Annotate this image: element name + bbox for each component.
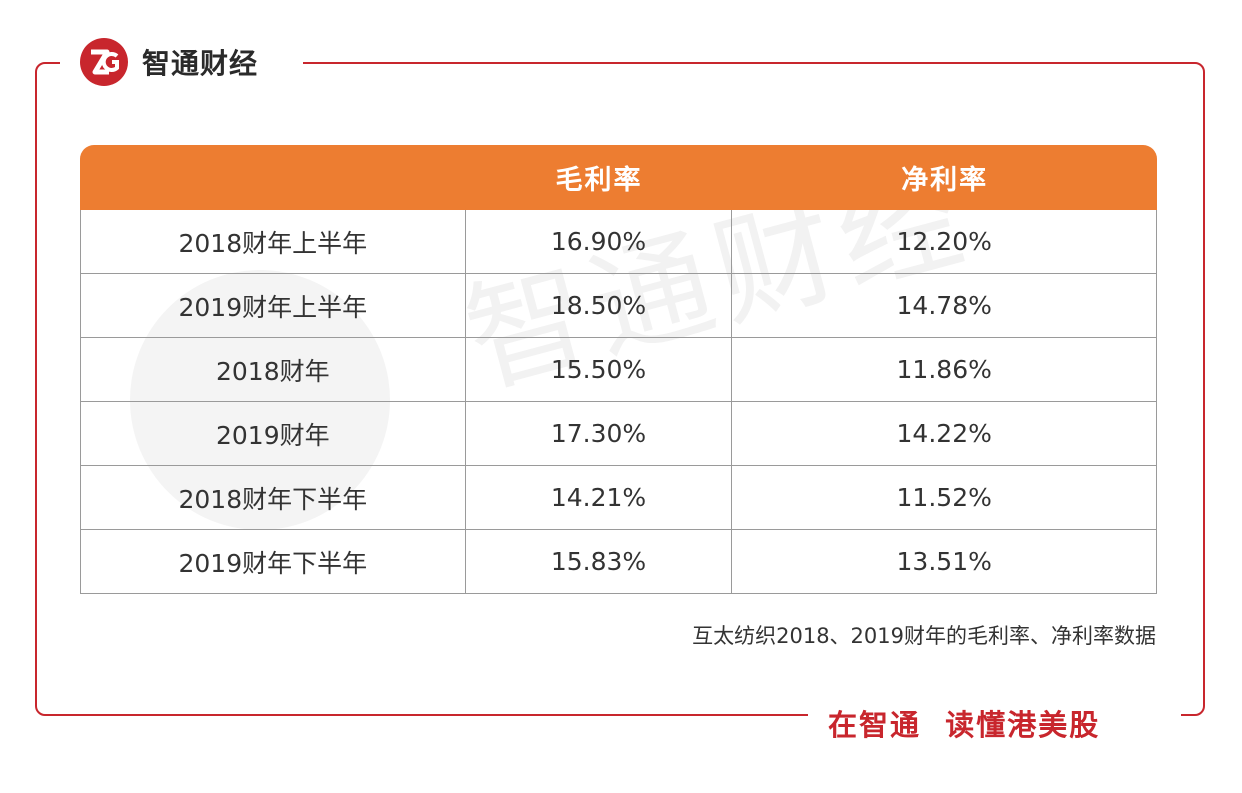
- net-margin-cell: 13.51%: [732, 530, 1157, 594]
- table-row: 2019财年 17.30% 14.22%: [80, 402, 1157, 466]
- period-cell: 2019财年: [80, 402, 466, 466]
- table-header-row: 毛利率 净利率: [80, 145, 1157, 210]
- table-row: 2018财年下半年 14.21% 11.52%: [80, 466, 1157, 530]
- frame-gap-bottom: [808, 703, 1181, 729]
- gross-margin-cell: 17.30%: [465, 402, 733, 466]
- logo: 智通财经: [80, 38, 258, 86]
- net-margin-cell: 14.22%: [732, 402, 1157, 466]
- brand-name: 智通财经: [142, 47, 259, 80]
- gross-margin-cell: 16.90%: [465, 210, 733, 274]
- table-row: 2018财年上半年 16.90% 12.20%: [80, 210, 1157, 274]
- period-cell: 2019财年上半年: [80, 274, 466, 338]
- header-gross-margin: 毛利率: [465, 145, 733, 210]
- net-margin-cell: 11.52%: [732, 466, 1157, 530]
- net-margin-cell: 12.20%: [732, 210, 1157, 274]
- table-row: 2019财年下半年 15.83% 13.51%: [80, 530, 1157, 594]
- slogan: 在智通 读懂港美股: [828, 708, 1101, 742]
- period-cell: 2018财年: [80, 338, 466, 402]
- table-row: 2018财年 15.50% 11.86%: [80, 338, 1157, 402]
- header-cell-empty: [80, 145, 466, 210]
- gross-margin-cell: 14.21%: [465, 466, 733, 530]
- frame-border: [35, 62, 1205, 716]
- net-margin-cell: 14.78%: [732, 274, 1157, 338]
- zhitong-logo-icon: [80, 38, 128, 86]
- gross-margin-cell: 15.83%: [465, 530, 733, 594]
- period-cell: 2018财年下半年: [80, 466, 466, 530]
- period-cell: 2018财年上半年: [80, 210, 466, 274]
- gross-margin-cell: 18.50%: [465, 274, 733, 338]
- data-table: 毛利率 净利率 2018财年上半年 16.90% 12.20% 2019财年上半…: [80, 145, 1157, 594]
- net-margin-cell: 11.86%: [732, 338, 1157, 402]
- table-row: 2019财年上半年 18.50% 14.78%: [80, 274, 1157, 338]
- table-caption: 互太纺织2018、2019财年的毛利率、净利率数据: [692, 624, 1156, 648]
- header-net-margin: 净利率: [732, 145, 1157, 210]
- gross-margin-cell: 15.50%: [465, 338, 733, 402]
- watermark-circle: [130, 270, 390, 530]
- period-cell: 2019财年下半年: [80, 530, 466, 594]
